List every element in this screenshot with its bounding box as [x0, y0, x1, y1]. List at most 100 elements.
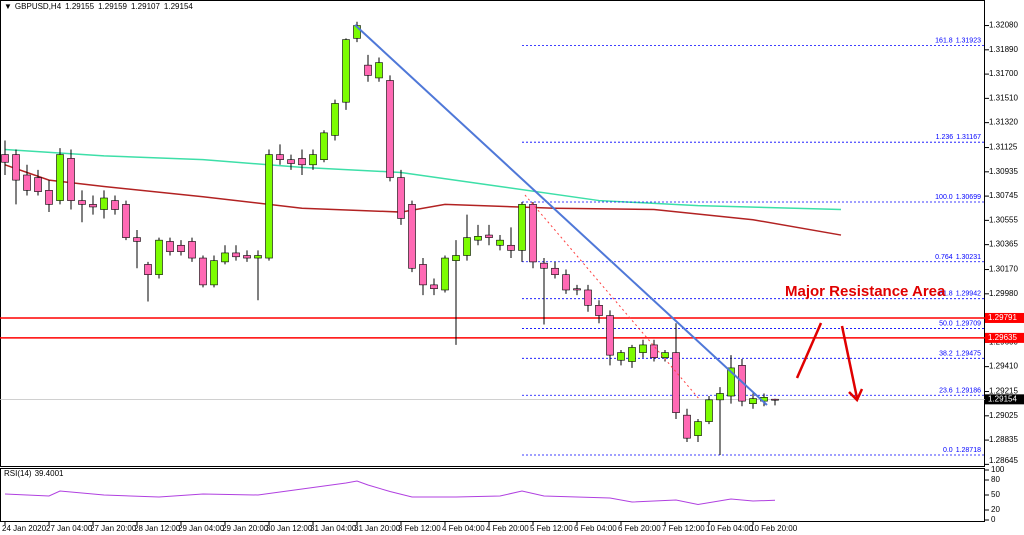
candle-body — [606, 315, 614, 356]
rsi-tick-label: 50 — [991, 490, 1000, 499]
candle-body — [122, 204, 130, 238]
candle-body — [430, 284, 438, 290]
resistance-tag-label: 1.29635 — [988, 333, 1017, 342]
candle-body — [749, 398, 757, 404]
y-tick-label: 1.30555 — [989, 215, 1018, 224]
candle-body — [562, 274, 570, 291]
candle-body — [694, 421, 702, 436]
current-price-label: 1.29154 — [988, 394, 1017, 403]
x-tick-label: 3 Feb 12:00 — [398, 524, 441, 533]
header-high: 1.29159 — [98, 2, 127, 11]
x-tick-label: 5 Feb 12:00 — [530, 524, 573, 533]
x-tick-label: 30 Jan 12:00 — [266, 524, 313, 533]
fib-price: 1.29186 — [956, 387, 981, 394]
fib-price: 1.28718 — [956, 447, 981, 454]
current-price-tag — [985, 394, 1024, 405]
y-tick-label: 1.31125 — [989, 143, 1018, 152]
trend-line — [354, 24, 768, 406]
candle-body — [573, 288, 581, 291]
header-close: 1.29154 — [164, 2, 193, 11]
candle-body — [210, 260, 218, 286]
symbol: GBPUSD,H4 — [15, 2, 62, 11]
x-tick-label: 4 Feb 04:00 — [442, 524, 485, 533]
x-tick-label: 27 Jan 20:00 — [90, 524, 137, 533]
candle-body — [683, 414, 691, 439]
candle-body — [144, 264, 152, 275]
candle-body — [155, 239, 163, 275]
price-panel — [0, 0, 985, 467]
fib-label: 161.8 1.31923 — [935, 37, 981, 44]
x-tick-label: 6 Feb 04:00 — [574, 524, 617, 533]
candle-body — [463, 237, 471, 256]
candle-body — [639, 344, 647, 353]
resistance-tag — [985, 332, 1024, 343]
rsi-tick-label: 100 — [991, 465, 1005, 474]
candle-body — [540, 262, 548, 269]
candle-body — [23, 174, 31, 191]
fib-ratio: 61.8 — [939, 291, 953, 298]
candle-body — [452, 255, 460, 261]
candle-body — [254, 255, 262, 259]
fib-price: 1.31167 — [956, 134, 981, 141]
fib-label: 1.236 1.31167 — [936, 134, 981, 141]
candle-body — [287, 159, 295, 164]
candle-body — [45, 190, 53, 205]
resistance-tag-label: 1.29791 — [988, 313, 1017, 322]
y-tick-label: 1.31320 — [989, 118, 1018, 127]
fib-ratio: 0.764 — [935, 254, 953, 261]
up-arrow — [795, 322, 823, 379]
fib-price: 1.30231 — [956, 254, 981, 261]
candle-body — [177, 244, 185, 252]
candle-body — [771, 398, 779, 401]
down-arrow — [840, 325, 864, 403]
candle-body — [34, 177, 42, 192]
candle-body — [529, 204, 537, 263]
fib-ratio: 161.8 — [935, 37, 953, 44]
fib-ratio: 100.0 — [935, 194, 953, 201]
x-tick-label: 28 Jan 12:00 — [134, 524, 181, 533]
y-tick-label: 1.28645 — [989, 456, 1018, 465]
fib-label: 61.8 1.29942 — [939, 291, 981, 298]
candle-body — [56, 154, 64, 201]
candle-body — [408, 204, 416, 269]
candle-body — [111, 200, 119, 210]
y-tick-label: 1.31700 — [989, 69, 1018, 78]
y-tick-label: 1.29410 — [989, 362, 1018, 371]
x-tick-label: 6 Feb 20:00 — [618, 524, 661, 533]
fib-price: 1.30699 — [956, 194, 981, 201]
x-tick-label: 7 Feb 12:00 — [662, 524, 705, 533]
fib-price: 1.29709 — [956, 320, 981, 327]
x-tick-label: 24 Jan 2020 — [2, 524, 47, 533]
x-tick-label: 4 Feb 20:00 — [486, 524, 529, 533]
y-tick-label: 1.29980 — [989, 289, 1018, 298]
fib-label: 50.0 1.29709 — [939, 320, 981, 327]
fib-label: 0.764 1.30231 — [935, 254, 981, 261]
resistance-tag — [985, 312, 1024, 323]
fib-label: 23.6 1.29186 — [939, 387, 981, 394]
fib-ratio: 50.0 — [939, 320, 953, 327]
candle-body — [672, 352, 680, 413]
candle-body — [386, 80, 394, 178]
candle-body — [595, 305, 603, 316]
candle-body — [276, 154, 284, 160]
candle-body — [485, 234, 493, 238]
candle-body — [661, 352, 669, 358]
candle-body — [12, 154, 20, 181]
chart-header: ▼ GBPUSD,H4 1.29155 1.29159 1.29107 1.29154 — [4, 2, 193, 11]
candle-body — [716, 393, 724, 401]
candle-body — [199, 257, 207, 286]
fib-ratio: 38.2 — [939, 350, 953, 357]
candle-body — [518, 204, 526, 251]
candle-body — [265, 154, 273, 259]
candle-body — [551, 267, 559, 275]
candle-body — [133, 237, 141, 242]
y-tick-label: 1.30745 — [989, 191, 1018, 200]
x-tick-label: 31 Jan 20:00 — [354, 524, 401, 533]
menu-arrow: ▼ — [4, 2, 12, 11]
fib-label: 100.0 1.30699 — [935, 194, 981, 201]
fib-ratio: 1.236 — [936, 134, 954, 141]
y-tick-label: 1.32080 — [989, 21, 1018, 30]
candle-body — [309, 154, 317, 166]
candle-body — [375, 62, 383, 79]
x-tick-label: 27 Jan 04:00 — [46, 524, 93, 533]
